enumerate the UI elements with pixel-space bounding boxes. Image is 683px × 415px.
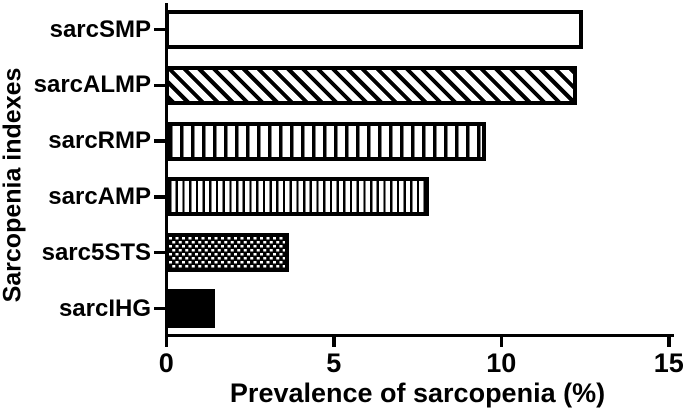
x-axis-tick [667,336,671,347]
category-label-sarcRMP: sarcRMP [48,127,151,155]
x-axis-line [164,333,674,337]
x-axis-tick [499,336,503,347]
bar-sarcRMP [164,121,487,161]
bar-sarcIHG [164,289,215,328]
bar-sarcALMP [164,65,577,105]
bar-sarc5STS [164,233,289,273]
x-axis-tick [164,336,168,347]
y-axis-tick [154,306,165,311]
y-axis-line [164,3,168,337]
category-label-sarcIHG: sarcIHG [58,294,151,322]
category-label-sarcAMP: sarcAMP [48,182,151,210]
y-axis-tick [154,139,165,143]
y-axis-tick [154,83,165,88]
x-tick-label: 15 [653,348,683,378]
y-axis-tick [154,27,165,32]
x-axis-title: Prevalence of sarcopenia (%) [229,378,606,408]
category-label-sarcALMP: sarcALMP [33,71,151,99]
x-tick-label: 10 [486,348,517,378]
x-tick-label: 0 [158,348,174,378]
y-axis-title: Sarcopenia indexes [0,67,27,303]
category-label-sarc5STS: sarc5STS [41,238,151,266]
bar-sarcAMP [164,177,430,217]
bar-sarcSMP [164,10,584,49]
x-axis-tick [332,336,336,347]
y-axis-tick [154,250,165,255]
y-axis-tick [154,195,165,199]
x-tick-label: 5 [326,348,342,378]
category-label-sarcSMP: sarcSMP [49,15,151,43]
